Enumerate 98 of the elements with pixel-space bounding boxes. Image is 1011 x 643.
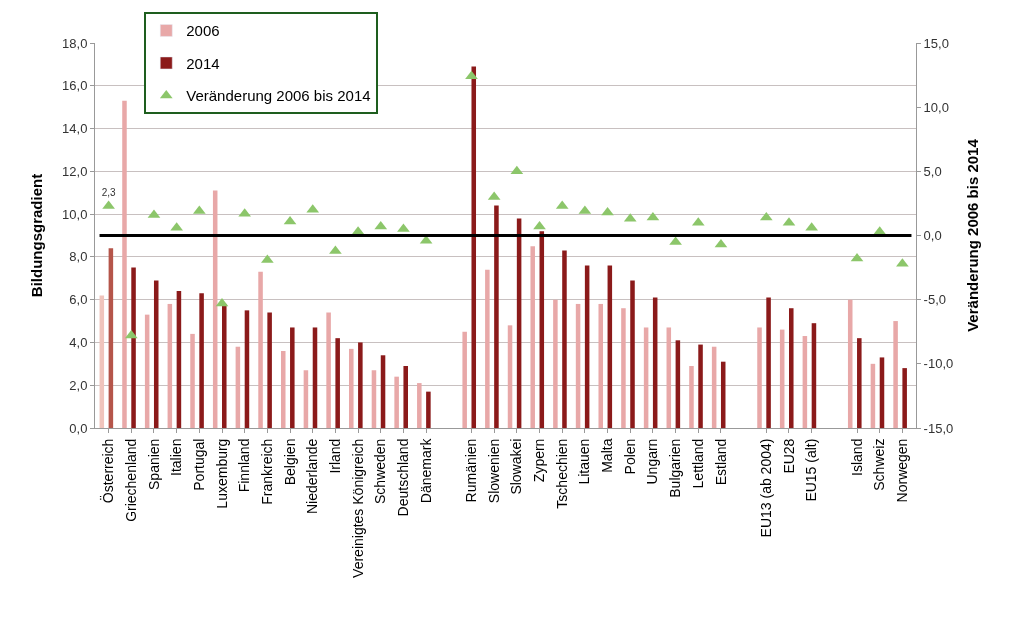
point [283,215,297,225]
point [601,206,614,216]
bar [349,348,354,428]
x-tick-label: Island [848,438,865,476]
bar [153,280,159,428]
legend-label: 2014 [186,54,220,72]
bar [426,391,431,428]
y-axis-title: Bildungsgradient [28,173,46,298]
bar [902,368,907,428]
x-tick-label: Italien [168,438,185,476]
y2-tick-label: -10,0 [923,356,954,372]
x-tick-label: Finnland [236,438,253,493]
x-tick-label: Luxemburg [213,438,230,509]
bar [530,246,535,428]
x-tick-label: Norwegen [893,438,910,503]
bar [280,351,286,428]
bar [417,383,422,428]
legend-label: 2006 [186,22,220,40]
x-tick-label: EU15 (alt) [803,438,820,502]
bar [335,338,340,428]
x-tick-label: Portugal [190,438,207,491]
bar [222,303,227,428]
x-tick-label: Lettland [689,438,706,489]
bar [485,269,490,428]
y-tick-label: 0,0 [69,420,88,436]
x-tick-label: Rumänien [463,438,480,503]
y-tick-label: 12,0 [62,163,88,179]
x-tick-label: Tschechien [553,438,570,509]
x-tick-label: Slowakei [508,438,525,495]
legend-label: Veränderung 2006 bis 2014 [186,87,371,105]
x-tick-label: Slowenien [485,438,502,504]
bar [358,342,363,428]
point [465,70,478,80]
bar [471,66,477,428]
y2-tick-label: 10,0 [923,99,949,115]
x-tick-label: Vereinigtes Königreich [349,438,366,578]
bar [553,299,558,428]
bar [290,327,295,428]
bar [893,321,898,428]
x-tick-label: Frankreich [258,438,275,505]
bar [122,100,127,428]
bar [766,297,771,428]
bar [267,312,272,428]
x-tick-label: Litauen [576,438,593,485]
y-tick-label: 16,0 [62,78,88,94]
x-tick-label: Irland [326,438,343,474]
bar [847,299,853,428]
bar [131,267,136,428]
x-tick-label: EU13 (ab 2004) [757,438,774,538]
y2-axis-title: Veränderung 2006 bis 2014 [964,138,982,332]
x-tick-label: Schweden [372,438,389,504]
point [510,165,524,175]
x-tick-label: Estland [712,438,729,486]
bar [494,205,499,428]
bar [258,271,263,428]
bar [190,333,195,428]
x-tick-label: Spanien [145,438,162,490]
x-tick-label: Polen [621,438,638,475]
x-tick-label: Belgien [281,438,298,486]
bar [757,327,762,428]
x-tick-label: EU28 [780,438,797,474]
x-tick-label: Deutschland [394,438,411,517]
bar [394,376,399,428]
y2-tick-label: -5,0 [923,292,947,308]
bar [598,303,604,428]
x-tick-label: Malta [599,438,616,473]
bar [199,293,204,428]
bar [326,312,331,428]
x-tick-label: Schweiz [871,438,888,491]
point [714,238,728,248]
bar [462,331,467,428]
bar [630,280,635,428]
y2-tick-label: 0,0 [923,228,942,244]
y-tick-label: 10,0 [62,206,88,222]
bar [857,338,862,428]
x-tick-label: Dänemark [417,437,434,504]
y-tick-label: 18,0 [62,35,88,51]
y-tick-label: 14,0 [62,121,88,137]
bar [689,365,694,428]
y-tick-label: 4,0 [69,334,88,350]
bar [621,308,626,428]
y2-tick-label: 5,0 [923,163,942,179]
bar [698,344,703,428]
x-tick-label: Österreich [99,438,117,504]
x-tick-label: Ungarn [644,438,661,485]
y2-tick-label: 15,0 [923,35,949,51]
y-tick-label: 2,0 [69,377,88,393]
x-tick-label: Bulgarien [667,438,684,498]
bar [562,250,567,428]
bar [403,365,408,428]
x-tick-label: Zypern [531,438,548,483]
y-tick-label: 8,0 [69,249,88,265]
y-tick-label: 6,0 [69,292,88,308]
y2-tick-label: -15,0 [923,420,954,436]
x-tick-label: Niederlande [304,438,321,515]
x-tick-label: Griechenland [122,438,139,522]
data-label: 2,3 [101,186,116,198]
bar [788,308,794,428]
